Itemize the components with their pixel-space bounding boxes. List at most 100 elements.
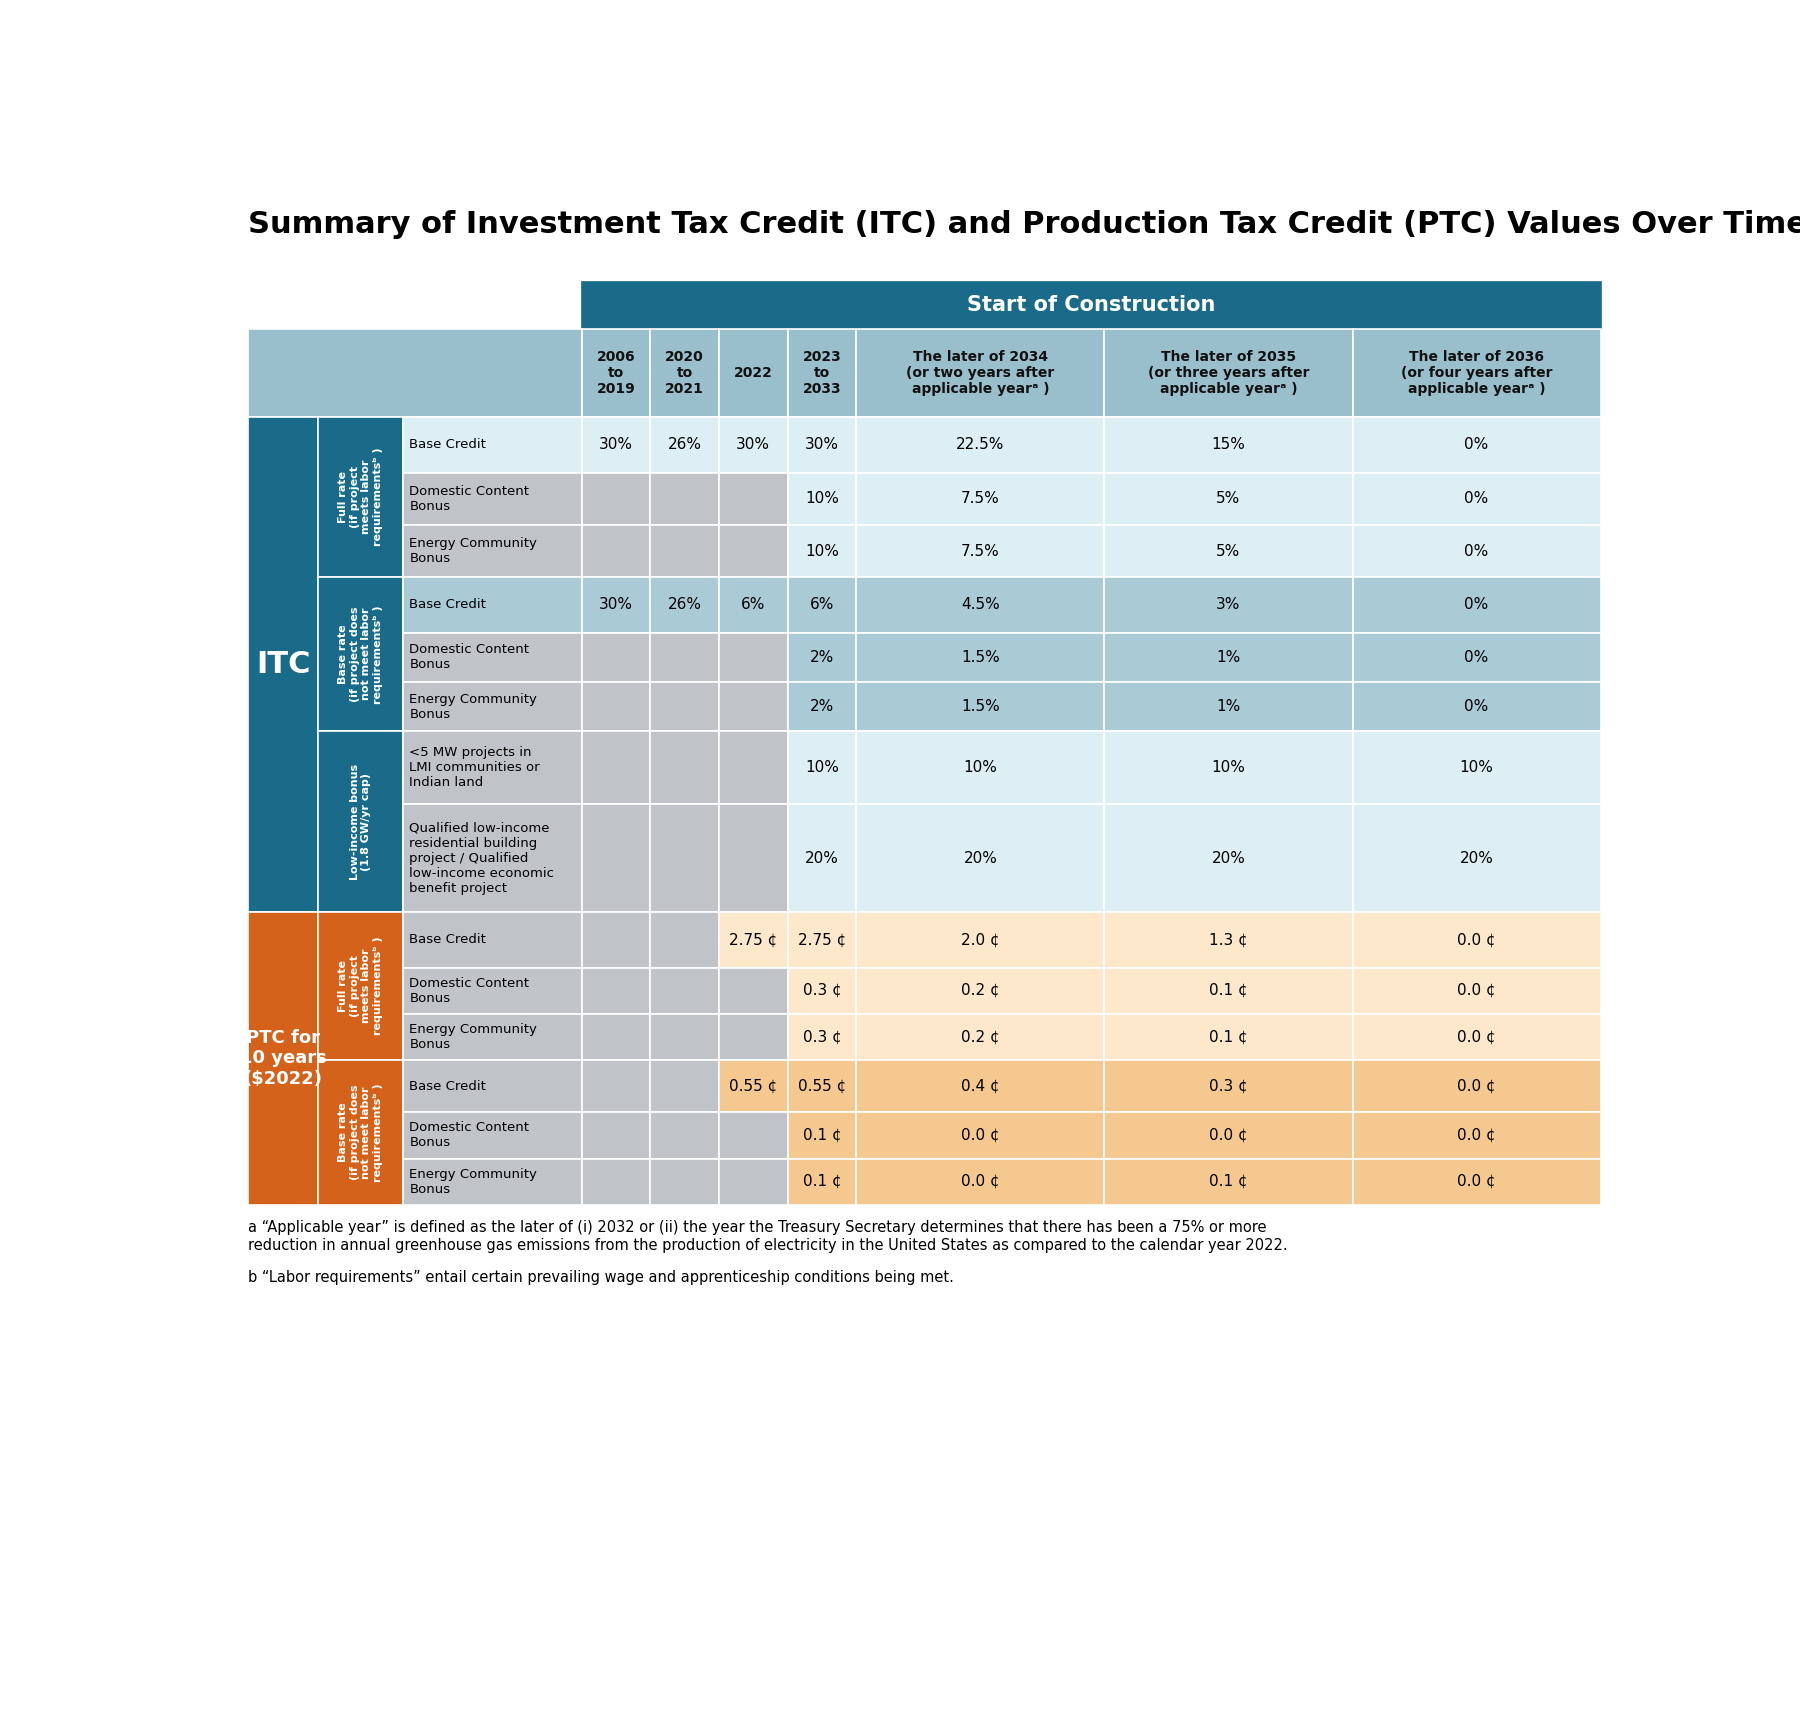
FancyBboxPatch shape <box>1105 804 1352 912</box>
FancyBboxPatch shape <box>650 417 718 472</box>
FancyBboxPatch shape <box>403 683 581 731</box>
Text: Base Credit: Base Credit <box>409 934 486 946</box>
FancyBboxPatch shape <box>403 968 581 1015</box>
Text: ITC: ITC <box>256 650 310 679</box>
FancyBboxPatch shape <box>581 683 650 731</box>
FancyBboxPatch shape <box>857 1158 1105 1205</box>
Text: Energy Community
Bonus: Energy Community Bonus <box>409 1167 538 1196</box>
FancyBboxPatch shape <box>1105 968 1352 1015</box>
Text: 0%: 0% <box>1465 700 1489 713</box>
FancyBboxPatch shape <box>788 525 857 577</box>
Text: 10%: 10% <box>1211 760 1246 775</box>
FancyBboxPatch shape <box>248 282 581 329</box>
FancyBboxPatch shape <box>650 1015 718 1061</box>
FancyBboxPatch shape <box>403 1061 581 1112</box>
FancyBboxPatch shape <box>1105 329 1352 417</box>
Text: Summary of Investment Tax Credit (ITC) and Production Tax Credit (PTC) Values Ov: Summary of Investment Tax Credit (ITC) a… <box>248 210 1800 240</box>
FancyBboxPatch shape <box>650 912 718 968</box>
Text: 10%: 10% <box>805 760 839 775</box>
FancyBboxPatch shape <box>650 804 718 912</box>
Text: 0.55 ¢: 0.55 ¢ <box>797 1078 846 1093</box>
Text: Energy Community
Bonus: Energy Community Bonus <box>409 693 538 720</box>
Text: 0.1 ¢: 0.1 ¢ <box>1210 984 1247 998</box>
FancyBboxPatch shape <box>1352 417 1600 472</box>
FancyBboxPatch shape <box>403 804 581 912</box>
Text: Energy Community
Bonus: Energy Community Bonus <box>409 537 538 565</box>
Text: 6%: 6% <box>742 597 765 613</box>
Text: 0.0 ¢: 0.0 ¢ <box>1458 1174 1496 1189</box>
FancyBboxPatch shape <box>1105 1112 1352 1158</box>
Text: Full rate
(if project
meets labor
requirementsᵇ ): Full rate (if project meets labor requir… <box>338 938 383 1035</box>
FancyBboxPatch shape <box>581 329 650 417</box>
FancyBboxPatch shape <box>1352 912 1600 968</box>
FancyBboxPatch shape <box>718 417 788 472</box>
FancyBboxPatch shape <box>857 1112 1105 1158</box>
FancyBboxPatch shape <box>718 912 788 968</box>
Text: 5%: 5% <box>1217 544 1240 558</box>
FancyBboxPatch shape <box>319 577 403 731</box>
FancyBboxPatch shape <box>1352 1112 1600 1158</box>
Text: Qualified low-income
residential building
project / Qualified
low-income economi: Qualified low-income residential buildin… <box>409 821 554 895</box>
FancyBboxPatch shape <box>718 1158 788 1205</box>
Text: 0.0 ¢: 0.0 ¢ <box>1458 1030 1496 1044</box>
FancyBboxPatch shape <box>857 525 1105 577</box>
Text: Base rate
(if project does
not meet labor
requirementsᵇ ): Base rate (if project does not meet labo… <box>338 606 383 703</box>
FancyBboxPatch shape <box>857 472 1105 525</box>
FancyBboxPatch shape <box>403 633 581 683</box>
Text: 0.0 ¢: 0.0 ¢ <box>1458 1128 1496 1143</box>
FancyBboxPatch shape <box>581 1112 650 1158</box>
Text: 0.0 ¢: 0.0 ¢ <box>1210 1128 1247 1143</box>
Text: 30%: 30% <box>736 438 770 452</box>
Text: 26%: 26% <box>668 597 702 613</box>
Text: 10%: 10% <box>1460 760 1494 775</box>
FancyBboxPatch shape <box>1352 633 1600 683</box>
FancyBboxPatch shape <box>1352 1061 1600 1112</box>
Text: 0%: 0% <box>1465 650 1489 666</box>
Text: 0%: 0% <box>1465 438 1489 452</box>
Text: 2%: 2% <box>810 650 833 666</box>
Text: 2.75 ¢: 2.75 ¢ <box>797 932 846 948</box>
FancyBboxPatch shape <box>857 577 1105 633</box>
Text: 20%: 20% <box>1460 850 1494 866</box>
Text: 26%: 26% <box>668 438 702 452</box>
FancyBboxPatch shape <box>581 472 650 525</box>
Text: 3%: 3% <box>1217 597 1240 613</box>
Text: Base Credit: Base Credit <box>409 438 486 452</box>
Text: 0.3 ¢: 0.3 ¢ <box>1210 1078 1247 1093</box>
Text: 10%: 10% <box>805 491 839 506</box>
FancyBboxPatch shape <box>650 731 718 804</box>
Text: 7.5%: 7.5% <box>961 491 999 506</box>
FancyBboxPatch shape <box>650 683 718 731</box>
Text: a “Applicable year” is defined as the later of (i) 2032 or (ii) the year the Tre: a “Applicable year” is defined as the la… <box>248 1220 1287 1252</box>
Text: 10%: 10% <box>963 760 997 775</box>
FancyBboxPatch shape <box>788 417 857 472</box>
Text: Domestic Content
Bonus: Domestic Content Bonus <box>409 643 529 671</box>
Text: 5%: 5% <box>1217 491 1240 506</box>
Text: 10%: 10% <box>805 544 839 558</box>
Text: 20%: 20% <box>963 850 997 866</box>
Text: 0.1 ¢: 0.1 ¢ <box>1210 1174 1247 1189</box>
Text: 4.5%: 4.5% <box>961 597 999 613</box>
FancyBboxPatch shape <box>788 1112 857 1158</box>
FancyBboxPatch shape <box>1352 968 1600 1015</box>
FancyBboxPatch shape <box>1105 417 1352 472</box>
Text: 0.2 ¢: 0.2 ¢ <box>961 1030 999 1044</box>
Text: 2023
to
2033: 2023 to 2033 <box>803 349 841 395</box>
Text: 0.2 ¢: 0.2 ¢ <box>961 984 999 998</box>
FancyBboxPatch shape <box>857 968 1105 1015</box>
FancyBboxPatch shape <box>857 804 1105 912</box>
FancyBboxPatch shape <box>403 472 581 525</box>
FancyBboxPatch shape <box>788 968 857 1015</box>
FancyBboxPatch shape <box>581 282 1600 329</box>
Text: 0.1 ¢: 0.1 ¢ <box>803 1174 841 1189</box>
Text: 22.5%: 22.5% <box>956 438 1004 452</box>
FancyBboxPatch shape <box>403 912 581 968</box>
FancyBboxPatch shape <box>581 1158 650 1205</box>
FancyBboxPatch shape <box>788 683 857 731</box>
FancyBboxPatch shape <box>718 968 788 1015</box>
FancyBboxPatch shape <box>788 329 857 417</box>
FancyBboxPatch shape <box>1105 472 1352 525</box>
Text: 0.0 ¢: 0.0 ¢ <box>961 1174 999 1189</box>
FancyBboxPatch shape <box>857 1015 1105 1061</box>
FancyBboxPatch shape <box>1352 329 1600 417</box>
